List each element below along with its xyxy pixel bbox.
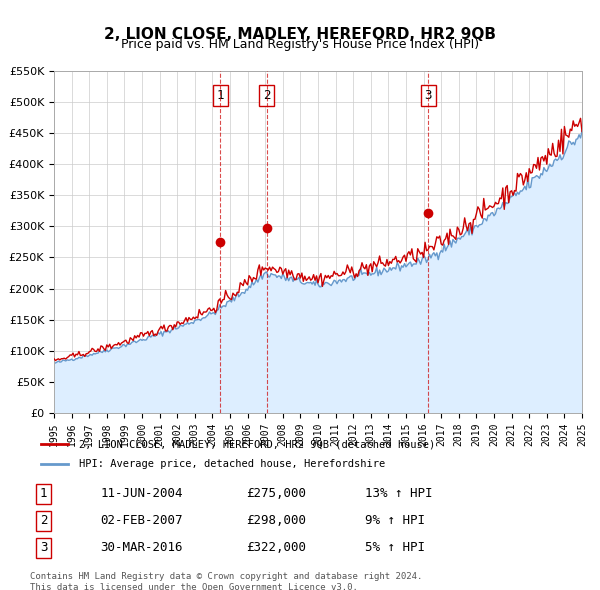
Text: 2: 2 — [40, 514, 47, 527]
Text: £298,000: £298,000 — [246, 514, 306, 527]
Text: 30-MAR-2016: 30-MAR-2016 — [100, 542, 182, 555]
Text: 5% ↑ HPI: 5% ↑ HPI — [365, 542, 425, 555]
Text: 2, LION CLOSE, MADLEY, HEREFORD, HR2 9QB (detached house): 2, LION CLOSE, MADLEY, HEREFORD, HR2 9QB… — [79, 440, 435, 450]
Text: 02-FEB-2007: 02-FEB-2007 — [100, 514, 182, 527]
Text: 3: 3 — [40, 542, 47, 555]
Text: Price paid vs. HM Land Registry's House Price Index (HPI): Price paid vs. HM Land Registry's House … — [121, 38, 479, 51]
Text: 9% ↑ HPI: 9% ↑ HPI — [365, 514, 425, 527]
Text: £322,000: £322,000 — [246, 542, 306, 555]
Text: 11-JUN-2004: 11-JUN-2004 — [100, 487, 182, 500]
Text: Contains HM Land Registry data © Crown copyright and database right 2024.: Contains HM Land Registry data © Crown c… — [30, 572, 422, 581]
Text: £275,000: £275,000 — [246, 487, 306, 500]
Text: 2: 2 — [263, 89, 271, 102]
Text: HPI: Average price, detached house, Herefordshire: HPI: Average price, detached house, Here… — [79, 458, 385, 468]
Text: 3: 3 — [424, 89, 432, 102]
Text: 13% ↑ HPI: 13% ↑ HPI — [365, 487, 432, 500]
Text: This data is licensed under the Open Government Licence v3.0.: This data is licensed under the Open Gov… — [30, 583, 358, 590]
Text: 1: 1 — [40, 487, 47, 500]
Text: 1: 1 — [217, 89, 224, 102]
Text: 2, LION CLOSE, MADLEY, HEREFORD, HR2 9QB: 2, LION CLOSE, MADLEY, HEREFORD, HR2 9QB — [104, 27, 496, 41]
